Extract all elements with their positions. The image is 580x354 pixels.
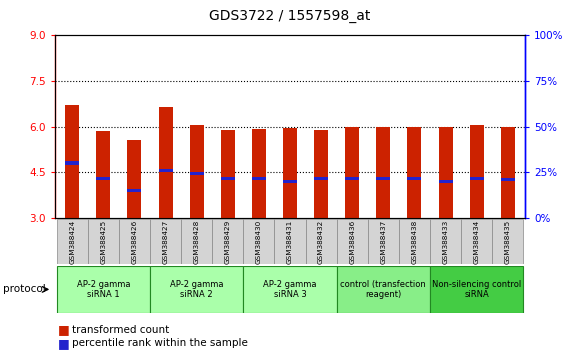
Bar: [501, 178, 515, 181]
Text: GSM388437: GSM388437: [380, 219, 386, 264]
Bar: [128, 140, 142, 218]
Text: control (transfection
reagent): control (transfection reagent): [340, 280, 426, 299]
Text: GSM388427: GSM388427: [162, 219, 169, 264]
Bar: [470, 125, 484, 218]
Bar: [96, 131, 110, 218]
Text: GSM388425: GSM388425: [100, 219, 106, 264]
Bar: [252, 177, 266, 180]
Text: GSM388438: GSM388438: [411, 219, 418, 264]
Bar: [430, 219, 461, 264]
Bar: [96, 177, 110, 180]
Bar: [492, 219, 523, 264]
Text: transformed count: transformed count: [72, 325, 170, 335]
Bar: [65, 105, 79, 218]
Bar: [407, 127, 422, 218]
Text: GSM388424: GSM388424: [69, 219, 75, 264]
Text: AP-2 gamma
siRNA 3: AP-2 gamma siRNA 3: [263, 280, 317, 299]
Bar: [150, 266, 244, 313]
Bar: [57, 219, 88, 264]
Text: GSM388436: GSM388436: [349, 219, 355, 264]
Bar: [407, 177, 422, 180]
Bar: [57, 266, 150, 313]
Bar: [119, 219, 150, 264]
Bar: [306, 219, 336, 264]
Text: GSM388429: GSM388429: [225, 219, 231, 264]
Text: GSM388432: GSM388432: [318, 219, 324, 264]
Bar: [438, 127, 452, 218]
Bar: [158, 107, 172, 218]
Bar: [181, 219, 212, 264]
Bar: [430, 266, 523, 313]
Bar: [244, 266, 336, 313]
Bar: [65, 161, 79, 165]
Text: GSM388431: GSM388431: [287, 219, 293, 264]
Bar: [336, 219, 368, 264]
Bar: [128, 189, 142, 192]
Text: Non-silencing control
siRNA: Non-silencing control siRNA: [432, 280, 521, 299]
Bar: [221, 177, 235, 180]
Bar: [190, 172, 204, 175]
Text: percentile rank within the sample: percentile rank within the sample: [72, 338, 248, 348]
Text: GSM388435: GSM388435: [505, 219, 511, 264]
Bar: [221, 130, 235, 218]
Text: GSM388430: GSM388430: [256, 219, 262, 264]
Text: GDS3722 / 1557598_at: GDS3722 / 1557598_at: [209, 9, 371, 23]
Bar: [314, 130, 328, 218]
Bar: [470, 177, 484, 180]
Text: GSM388434: GSM388434: [474, 219, 480, 264]
Bar: [88, 219, 119, 264]
Bar: [438, 180, 452, 183]
Bar: [376, 177, 390, 180]
Bar: [345, 127, 359, 218]
Bar: [150, 219, 181, 264]
Bar: [336, 266, 430, 313]
Bar: [244, 219, 274, 264]
Bar: [368, 219, 399, 264]
Bar: [212, 219, 244, 264]
Bar: [376, 127, 390, 218]
Bar: [274, 219, 306, 264]
Text: AP-2 gamma
siRNA 2: AP-2 gamma siRNA 2: [170, 280, 223, 299]
Bar: [345, 177, 359, 180]
Bar: [252, 129, 266, 218]
Bar: [461, 219, 492, 264]
Text: GSM388433: GSM388433: [443, 219, 448, 264]
Bar: [399, 219, 430, 264]
Text: GSM388428: GSM388428: [194, 219, 200, 264]
Text: AP-2 gamma
siRNA 1: AP-2 gamma siRNA 1: [77, 280, 130, 299]
Text: GSM388426: GSM388426: [132, 219, 137, 264]
Bar: [158, 169, 172, 172]
Text: ■: ■: [58, 337, 70, 350]
Bar: [501, 127, 515, 218]
Bar: [190, 125, 204, 218]
Text: protocol: protocol: [3, 284, 46, 295]
Bar: [314, 177, 328, 180]
Bar: [283, 180, 297, 183]
Bar: [283, 128, 297, 218]
Text: ■: ■: [58, 324, 70, 336]
